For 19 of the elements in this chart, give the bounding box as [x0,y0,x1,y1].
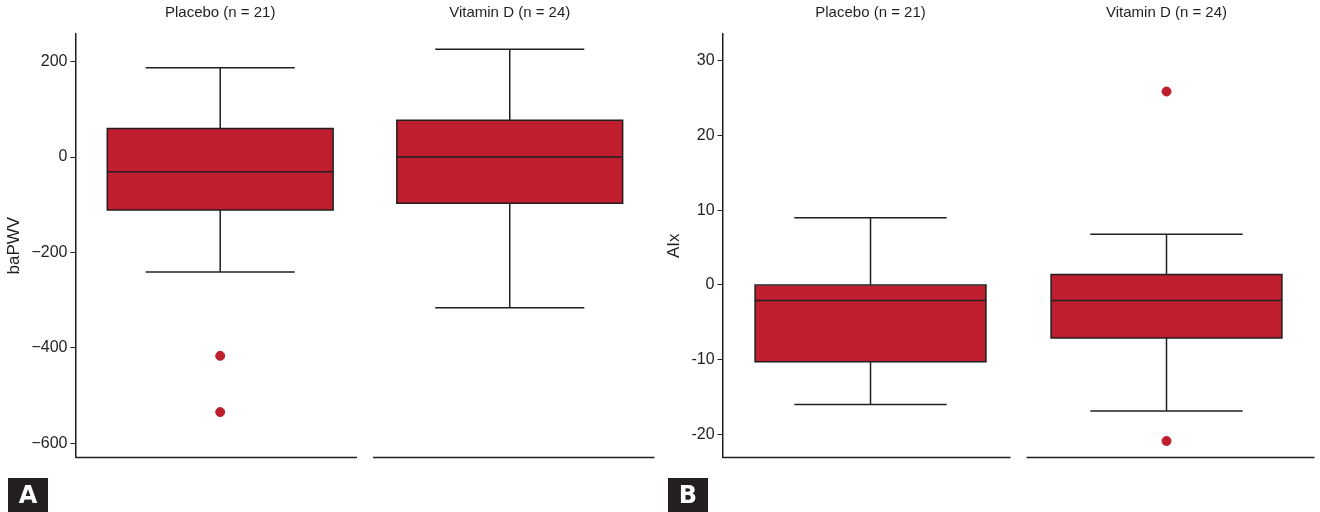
y-tick-label: 10 [696,200,715,218]
x-tick-label: Placebo (n = 21) [815,3,926,21]
text: B [668,478,708,512]
y-tick-label: -10 [691,349,715,367]
x-tick-label: Placebo (n = 21) [164,3,276,21]
y-tick-label: 0 [58,147,68,165]
y-tick-label: −400 [31,338,68,356]
y-tick-label: 0 [705,275,715,293]
y-tick-label: 20 [696,125,715,143]
y-tick-label: −200 [31,242,68,260]
y-tick-label: -20 [691,424,715,442]
y-tick-label: −600 [31,433,68,451]
text: A [8,478,48,512]
y-tick-label: 30 [696,51,715,69]
x-tick-label: Vitamin D (n = 24) [449,3,571,21]
y-tick-label: 200 [40,52,68,70]
y-axis-title: AIx [663,232,683,258]
y-axis-title: baPWV [3,216,23,275]
x-tick-label: Vitamin D (n = 24) [1105,3,1228,21]
